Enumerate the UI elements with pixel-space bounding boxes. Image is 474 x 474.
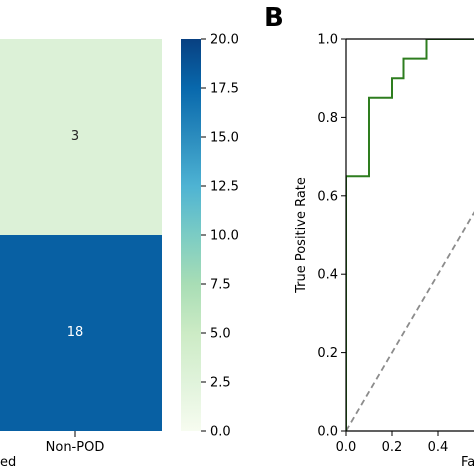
colorbar-tick-label: 5.0 xyxy=(210,327,231,342)
colorbar-tick-label: 10.0 xyxy=(210,229,239,244)
heatmap-cell-label: 18 xyxy=(67,325,84,340)
x-axis-label-partial: Fa xyxy=(461,455,474,470)
y-tick-label: 0.2 xyxy=(317,346,338,361)
colorbar-ticks: 0.0 2.5 5.0 7.5 10.0 12.5 15.0 17.5 20.0 xyxy=(201,33,239,440)
y-tick-label: 0.6 xyxy=(317,189,338,204)
roc-panel: B 0.0 0.2 0.4 0.6 0.8 1.0 0.0 0.2 0.4 True Posit… xyxy=(264,3,474,470)
y-tick-label-partial: ed xyxy=(0,455,16,470)
roc-ticks: 0.0 0.2 0.4 0.6 0.8 1.0 0.0 0.2 0.4 xyxy=(317,33,448,456)
colorbar xyxy=(181,39,201,431)
colorbar-tick-label: 0.0 xyxy=(210,425,231,440)
chance-line xyxy=(346,211,474,431)
colorbar-tick-label: 20.0 xyxy=(210,33,239,48)
y-axis-label: True Positive Rate xyxy=(294,177,309,294)
colorbar-tick-label: 2.5 xyxy=(210,376,231,391)
x-tick-label: Non-POD xyxy=(46,440,105,455)
heatmap-panel: 3 18 Non-POD ed 0.0 2.5 5.0 7.5 10.0 12.5 15.0… xyxy=(0,33,239,470)
y-tick-label: 0.4 xyxy=(317,268,338,283)
y-tick-label: 0.8 xyxy=(317,111,338,126)
x-tick-label: 0.2 xyxy=(382,440,403,455)
y-tick-label: 1.0 xyxy=(317,33,338,48)
panel-label: B xyxy=(264,3,284,33)
heatmap-cell xyxy=(0,235,162,431)
x-tick-label: 0.4 xyxy=(428,440,449,455)
y-tick-label: 0.0 xyxy=(317,425,338,440)
colorbar-tick-label: 12.5 xyxy=(210,180,239,195)
roc-curve xyxy=(346,39,474,431)
heatmap-cell xyxy=(0,39,162,235)
colorbar-tick-label: 15.0 xyxy=(210,131,239,146)
x-tick-label: 0.0 xyxy=(336,440,357,455)
colorbar-tick-label: 17.5 xyxy=(210,82,239,97)
colorbar-tick-label: 7.5 xyxy=(210,278,231,293)
heatmap-cell-label: 3 xyxy=(71,129,79,144)
